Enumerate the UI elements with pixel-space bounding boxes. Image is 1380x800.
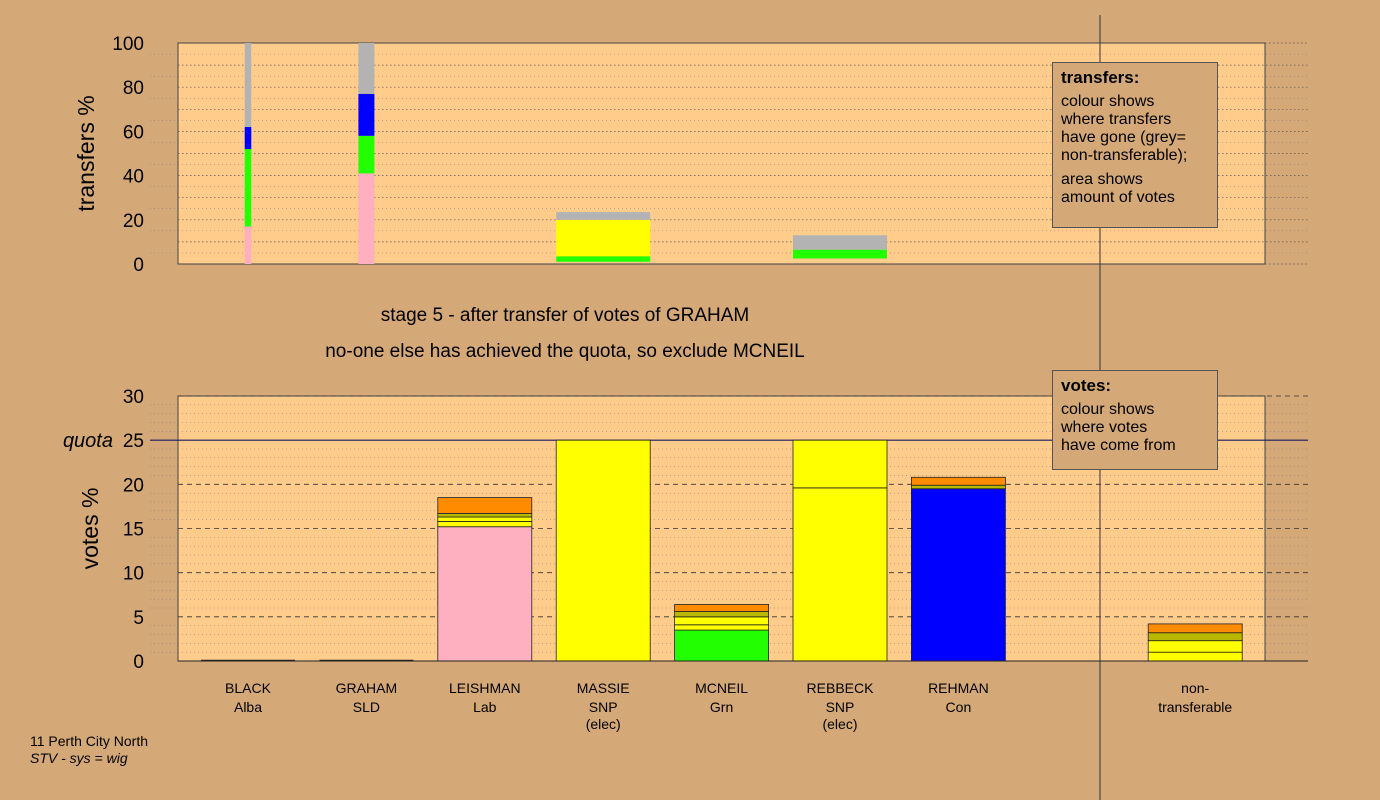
transfer-segment	[556, 256, 651, 262]
stage-caption: stage 5 - after transfer of votes of GRA…	[380, 305, 750, 326]
candidate-name: REHMAN	[928, 680, 989, 696]
transfer-segment	[556, 212, 651, 220]
votes-legend-line: where votes	[1061, 419, 1148, 436]
candidate-name: MCNEIL	[695, 680, 748, 696]
transfers-legend-title: transfers:	[1061, 68, 1140, 87]
transfer-segment	[358, 93, 375, 136]
candidate-party: SNP	[826, 699, 855, 715]
candidate-party: transferable	[1158, 699, 1232, 715]
transfer-segment	[358, 43, 375, 94]
vote-segment	[674, 611, 769, 618]
transfer-segment	[244, 126, 252, 150]
votes-legend-line: colour shows	[1061, 401, 1155, 418]
transfer-segment	[793, 235, 887, 250]
y-tick-label: 10	[123, 564, 144, 585]
transfer-segment	[358, 173, 375, 264]
quota-label: quota	[63, 430, 113, 452]
candidate-party: Alba	[234, 699, 262, 715]
transfer-segment	[358, 135, 375, 174]
transfers-legend-line: amount of votes	[1061, 189, 1175, 206]
y-axis-label: transfers %	[73, 95, 99, 211]
candidate-name: REBBECK	[807, 680, 875, 696]
system-name: STV - sys = wig	[30, 750, 128, 766]
transfer-segment	[244, 43, 252, 127]
candidate-name: BLACK	[225, 680, 272, 696]
y-tick-label: 15	[123, 520, 144, 541]
transfers-legend-line: colour shows	[1061, 93, 1155, 110]
vote-segment	[1147, 640, 1243, 653]
transfers-legend-line: area shows	[1061, 171, 1143, 188]
y-tick-label: 100	[112, 34, 144, 55]
transfer-segment	[556, 219, 651, 257]
candidate-name: non-	[1181, 680, 1209, 696]
votes-legend-title: votes:	[1061, 376, 1112, 395]
vote-segment	[911, 476, 1006, 486]
action-caption: no-one else has achieved the quota, so e…	[325, 341, 805, 362]
vote-segment	[674, 616, 769, 626]
y-tick-label: 20	[123, 211, 144, 232]
vote-segment	[1147, 623, 1243, 634]
y-tick-label: 80	[123, 78, 144, 99]
ward-footer: 11 Perth City North STV - sys = wig	[30, 733, 148, 767]
candidate-party: SNP	[589, 699, 618, 715]
y-tick-label: 0	[133, 652, 144, 673]
y-tick-label: 5	[133, 608, 144, 629]
transfer-segment	[244, 149, 252, 227]
votes-legend: votes: colour shows where votes have com…	[1052, 370, 1218, 470]
candidate-party: Grn	[710, 699, 733, 715]
candidate-party: Lab	[473, 699, 497, 715]
vote-segment	[911, 488, 1006, 662]
candidate-status: (elec)	[822, 716, 857, 732]
candidate-status: (elec)	[586, 716, 621, 732]
transfer-segment	[244, 226, 252, 264]
candidate-name: MASSIE	[577, 680, 630, 696]
vote-segment	[555, 439, 651, 662]
vote-segment	[1147, 632, 1243, 642]
y-axis-label: votes %	[77, 488, 103, 570]
y-tick-label: 25	[123, 431, 144, 452]
vote-segment	[1147, 651, 1243, 662]
y-tick-label: 20	[123, 475, 144, 496]
transfers-legend-line: non-transferable);	[1061, 147, 1188, 164]
y-tick-label: 0	[133, 255, 144, 276]
vote-segment	[674, 624, 769, 631]
y-tick-label: 30	[123, 387, 144, 408]
vote-segment	[911, 484, 1006, 490]
candidate-party: SLD	[353, 699, 380, 715]
transfers-legend: transfers: colour shows where transfers …	[1052, 62, 1218, 228]
votes-legend-line: have come from	[1061, 437, 1176, 454]
vote-segment	[792, 487, 888, 662]
vote-segment	[674, 604, 769, 612]
vote-segment	[437, 497, 533, 514]
transfers-legend-line: have gone (grey=	[1061, 129, 1186, 146]
vote-segment	[437, 516, 533, 522]
y-tick-label: 60	[123, 122, 144, 143]
transfer-segment	[793, 249, 887, 259]
vote-segment	[437, 521, 533, 528]
ward-name: 11 Perth City North	[30, 733, 149, 749]
candidate-name: GRAHAM	[336, 680, 397, 696]
candidate-party: Con	[946, 699, 972, 715]
y-tick-label: 40	[123, 167, 144, 188]
candidate-name: LEISHMAN	[449, 680, 521, 696]
vote-segment	[437, 526, 533, 662]
vote-segment	[792, 439, 888, 489]
transfers-legend-line: where transfers	[1061, 111, 1172, 128]
vote-segment	[437, 513, 533, 518]
vote-segment	[674, 629, 769, 662]
